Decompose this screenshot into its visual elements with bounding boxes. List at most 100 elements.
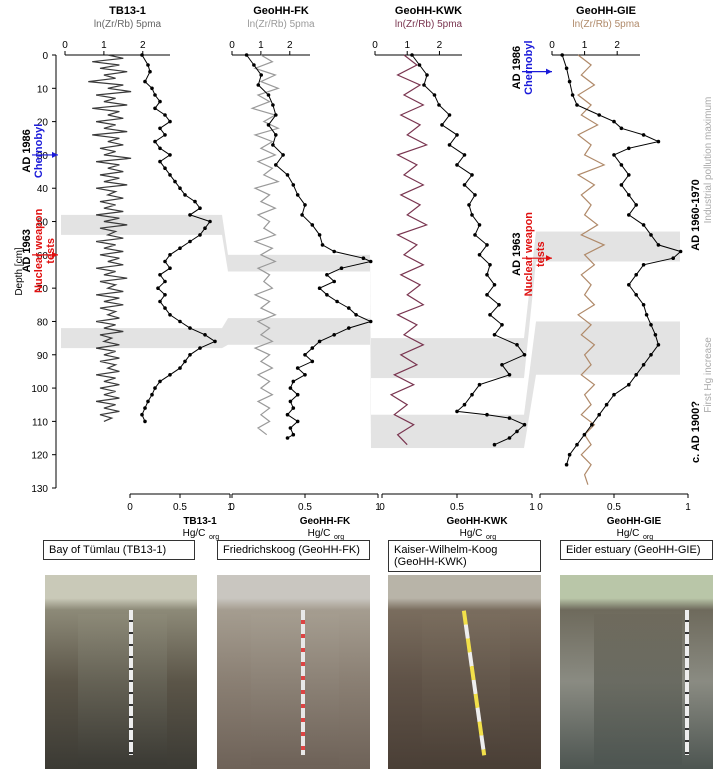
hg-data-point bbox=[447, 113, 452, 117]
event-annotation-line: tests bbox=[535, 241, 547, 267]
hg-data-point bbox=[158, 126, 162, 131]
hg-data-point bbox=[634, 273, 638, 277]
hg-data-point bbox=[470, 392, 474, 397]
hg-tick-label: 0.5 bbox=[450, 502, 464, 513]
hg-data-point bbox=[627, 283, 631, 287]
panel-geohh-kwk bbox=[374, 51, 533, 498]
zr-series-line bbox=[576, 54, 606, 485]
hg-series-line bbox=[561, 54, 682, 465]
hg-data-point bbox=[332, 333, 337, 337]
hg-data-point bbox=[492, 333, 497, 337]
band-connector bbox=[524, 231, 536, 379]
hg-tick-label: 1 bbox=[685, 502, 691, 513]
hg-axis-title: GeoHH-KWK bbox=[446, 516, 508, 527]
hg-tick-label: 0.5 bbox=[298, 502, 312, 513]
hg-data-point bbox=[303, 373, 307, 377]
hg-data-point bbox=[285, 412, 290, 417]
correlation-band bbox=[536, 321, 680, 375]
hg-data-point bbox=[470, 213, 474, 217]
hg-data-point bbox=[656, 343, 661, 347]
correlation-band bbox=[228, 318, 370, 345]
site-photo-label: Friedrichskoog (GeoHH-FK) bbox=[217, 540, 370, 560]
hg-data-point bbox=[437, 103, 441, 107]
hg-data-point bbox=[485, 273, 489, 277]
zr-series-line bbox=[88, 54, 132, 422]
hg-axis-label: Hg/C bbox=[183, 528, 206, 539]
hg-data-point bbox=[627, 173, 631, 177]
hg-data-point bbox=[188, 239, 192, 244]
hg-data-point bbox=[641, 303, 646, 307]
depth-tick-label: 10 bbox=[37, 84, 49, 95]
hg-data-point bbox=[612, 392, 616, 397]
hg-data-point bbox=[477, 382, 482, 387]
hg-data-point bbox=[332, 249, 337, 254]
depth-tick-label: 20 bbox=[37, 118, 49, 129]
hg-data-point bbox=[281, 153, 285, 157]
hg-axis-label: Hg/C bbox=[308, 528, 331, 539]
hg-axis-subscript: org bbox=[209, 534, 219, 541]
hg-data-point bbox=[567, 79, 572, 84]
zr-axis-label: ln(Zr/Rb) 5pma bbox=[572, 19, 640, 30]
zr-tick-label: 0 bbox=[229, 40, 235, 51]
panel-title: TB13-1 bbox=[109, 5, 146, 17]
event-annotation-line: Chernobyl bbox=[33, 124, 45, 178]
zr-tick-label: 1 bbox=[582, 40, 588, 51]
hg-data-point bbox=[183, 359, 187, 364]
hg-axis-label: Hg/C bbox=[617, 528, 640, 539]
hg-data-point bbox=[488, 313, 492, 317]
site-photo-label: Eider estuary (GeoHH-GIE) bbox=[560, 540, 713, 560]
hg-data-point bbox=[467, 203, 471, 207]
hg-data-point bbox=[143, 79, 147, 84]
hg-data-point bbox=[198, 233, 202, 237]
hg-data-point bbox=[153, 139, 157, 144]
hg-data-point bbox=[447, 143, 452, 147]
hg-data-point bbox=[332, 279, 337, 284]
zr-series-line bbox=[389, 54, 429, 446]
hg-data-point bbox=[143, 419, 147, 424]
zr-tick-label: 2 bbox=[437, 40, 443, 51]
hg-data-point bbox=[163, 306, 167, 310]
hg-axis-title: GeoHH-GIE bbox=[607, 516, 662, 527]
trench-wall bbox=[593, 613, 683, 766]
hg-data-point bbox=[575, 442, 579, 447]
hg-data-point bbox=[462, 402, 467, 407]
hg-data-point bbox=[477, 253, 482, 257]
hg-data-point bbox=[347, 306, 351, 310]
zr-tick-label: 1 bbox=[258, 40, 264, 51]
zr-tick-label: 2 bbox=[140, 40, 146, 51]
hg-data-point bbox=[656, 139, 661, 144]
hg-data-point bbox=[515, 429, 519, 434]
zr-tick-label: 0 bbox=[372, 40, 378, 51]
panel-title: GeoHH-FK bbox=[253, 5, 309, 17]
hg-data-point bbox=[163, 113, 167, 117]
zr-tick-label: 2 bbox=[614, 40, 620, 51]
hg-data-point bbox=[148, 69, 152, 74]
hg-data-point bbox=[485, 293, 489, 297]
hg-data-point bbox=[291, 432, 296, 437]
hg-tick-label: 0 bbox=[229, 502, 235, 513]
hg-data-point bbox=[455, 163, 459, 167]
event-annotation bbox=[522, 255, 552, 262]
hg-data-point bbox=[641, 363, 646, 367]
hg-data-point bbox=[619, 126, 624, 131]
hg-data-point bbox=[627, 193, 631, 197]
hg-data-point bbox=[582, 432, 587, 437]
hg-data-point bbox=[188, 353, 192, 357]
hg-data-point bbox=[288, 399, 293, 404]
hg-data-point bbox=[649, 233, 653, 237]
hg-data-point bbox=[462, 183, 467, 187]
hg-data-point bbox=[150, 86, 154, 91]
hg-data-point bbox=[163, 133, 167, 137]
hg-data-point bbox=[178, 366, 182, 370]
hg-data-point bbox=[168, 119, 172, 124]
zr-axis-label: ln(Zr/Rb) 5pma bbox=[247, 19, 315, 30]
hg-data-point bbox=[244, 53, 249, 57]
hg-tick-label: 0.5 bbox=[173, 502, 187, 513]
hg-data-point bbox=[325, 293, 329, 297]
hg-data-point bbox=[259, 73, 264, 77]
hg-axis-title: GeoHH-FK bbox=[300, 516, 351, 527]
hg-data-point bbox=[168, 313, 172, 317]
right-label-main: AD 1960-1970 bbox=[690, 179, 702, 251]
hg-series-line bbox=[411, 54, 526, 446]
